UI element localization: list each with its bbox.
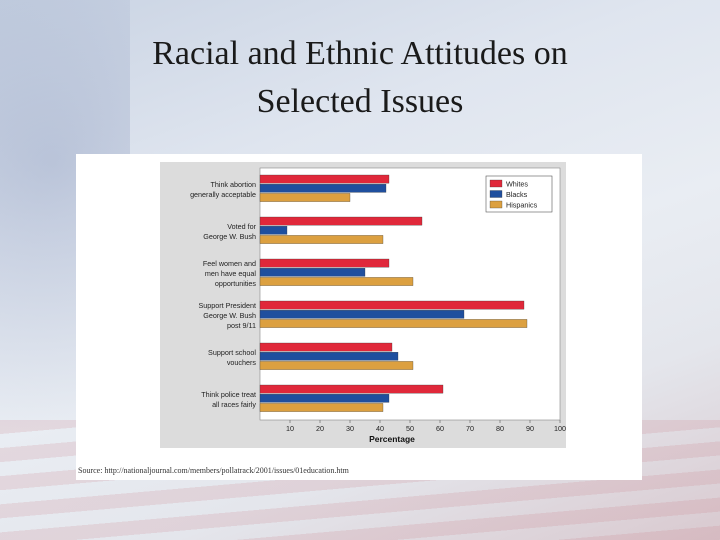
category-label: Support President	[198, 301, 256, 310]
x-tick-label: 10	[286, 424, 294, 433]
bar-blacks-1	[259, 226, 288, 235]
bar-hispanics-0	[259, 193, 351, 202]
chart-figure: Think abortion generally acceptable Voted …	[76, 154, 642, 480]
slide-title-line1: Racial and Ethnic Attitudes on	[152, 35, 568, 72]
source-citation: Source: http://nationaljournal.com/membe…	[78, 466, 349, 475]
x-tick-label: 30	[346, 424, 354, 433]
category-label: George W. Bush	[203, 232, 256, 241]
legend-swatch-blacks	[489, 190, 503, 198]
x-tick-label: 40	[376, 424, 384, 433]
category-label: Think police treat	[201, 390, 256, 399]
bar-whites-4	[259, 342, 393, 352]
x-tick-label: 60	[436, 424, 444, 433]
category-label: Feel women and	[203, 259, 256, 268]
bar-blacks-5	[259, 394, 390, 403]
x-tick-label: 80	[496, 424, 504, 433]
bar-blacks-3	[259, 310, 465, 319]
bar-blacks-4	[259, 352, 399, 361]
x-tick-label: 70	[466, 424, 474, 433]
category-label: Think abortion	[210, 180, 256, 189]
bar-whites-0	[259, 174, 390, 184]
legend-label-blacks: Blacks	[506, 190, 528, 199]
legend-label-whites: Whites	[506, 180, 528, 189]
category-label: all races fairly	[212, 400, 256, 409]
slide-title: Racial and Ethnic Attitudes on Selected …	[60, 30, 660, 126]
chart-panel: Think abortion generally acceptable Voted …	[160, 162, 566, 448]
category-label: Support school	[208, 348, 256, 357]
x-tick-label: 90	[526, 424, 534, 433]
bar-hispanics-3	[259, 319, 528, 328]
x-axis-title: Percentage	[369, 434, 415, 444]
bar-whites-1	[259, 216, 423, 226]
slide-title-line2: Selected Issues	[256, 83, 464, 120]
bar-hispanics-2	[259, 277, 414, 286]
category-label: men have equal	[205, 269, 257, 278]
bar-whites-3	[259, 300, 525, 310]
category-label: Voted for	[227, 222, 256, 231]
legend-swatch-whites	[489, 179, 503, 188]
category-label: post 9/11	[227, 321, 256, 330]
x-tick-label: 20	[316, 424, 324, 433]
bar-hispanics-1	[259, 235, 384, 244]
category-label: vouchers	[227, 358, 257, 367]
bar-whites-5	[259, 384, 444, 394]
x-tick-label: 50	[406, 424, 414, 433]
legend-label-hispanics: Hispanics	[506, 201, 538, 210]
bar-blacks-2	[259, 268, 366, 277]
category-label: opportunities	[215, 279, 257, 288]
category-label: George W. Bush	[203, 311, 256, 320]
legend-swatch-hispanics	[489, 200, 503, 209]
bar-whites-2	[259, 258, 390, 268]
bar-hispanics-5	[259, 403, 384, 412]
x-tick-label: 100	[554, 424, 566, 433]
category-label: generally acceptable	[190, 190, 256, 199]
bar-blacks-0	[259, 184, 387, 193]
bar-hispanics-4	[259, 361, 414, 370]
